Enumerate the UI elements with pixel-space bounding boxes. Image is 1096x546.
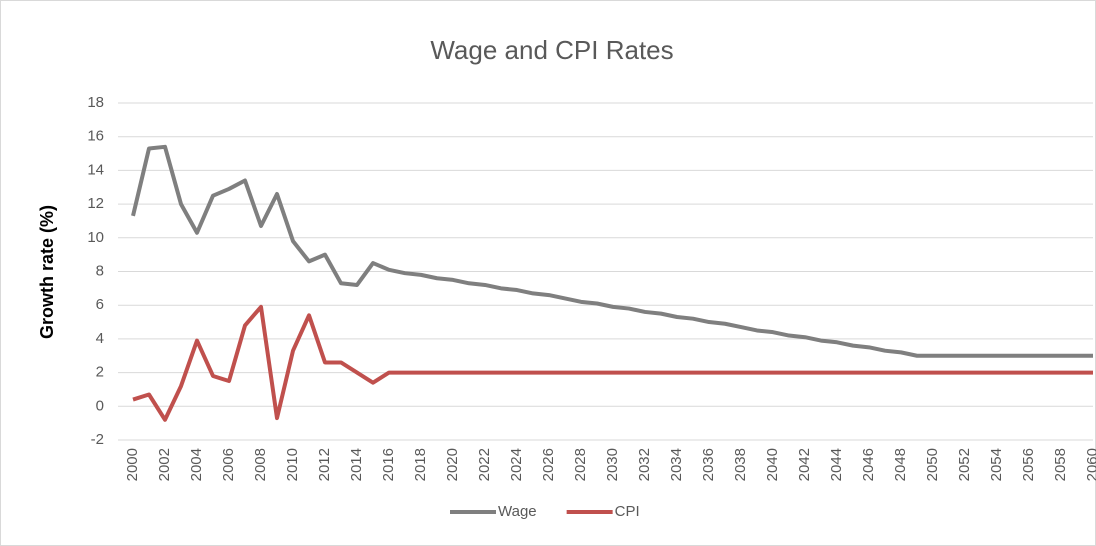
x-tick-label: 2048 xyxy=(892,448,909,481)
y-tick-label: 10 xyxy=(87,229,104,246)
x-tick-label: 2060 xyxy=(1084,448,1096,481)
x-tick-label: 2026 xyxy=(540,448,557,481)
x-tick-label: 2050 xyxy=(924,448,941,481)
legend-label: Wage xyxy=(498,503,537,520)
x-tick-label: 2024 xyxy=(508,448,525,481)
x-tick-label: 2002 xyxy=(156,448,173,481)
x-tick-label: 2010 xyxy=(284,448,301,481)
x-tick-label: 2044 xyxy=(828,448,845,481)
x-tick-label: 2042 xyxy=(796,448,813,481)
x-tick-label: 2016 xyxy=(380,448,397,481)
x-tick-label: 2054 xyxy=(988,448,1005,481)
x-tick-label: 2008 xyxy=(252,448,269,481)
y-tick-label: 8 xyxy=(96,262,104,279)
series-line xyxy=(131,144,1093,358)
x-tick-label: 2030 xyxy=(604,448,621,481)
x-tick-label: 2046 xyxy=(860,448,877,481)
x-tick-label: 2022 xyxy=(476,448,493,481)
x-tick-label: 2020 xyxy=(444,448,461,481)
y-tick-label: 0 xyxy=(96,397,104,414)
x-tick-label: 2012 xyxy=(316,448,333,481)
y-tick-label: 2 xyxy=(96,364,104,381)
x-tick-label: 2034 xyxy=(668,448,685,481)
x-tick-label: 2004 xyxy=(188,448,205,481)
x-tick-label: 2058 xyxy=(1052,448,1069,481)
x-tick-label: 2052 xyxy=(956,448,973,481)
x-tick-label: 2032 xyxy=(636,448,653,481)
series-line xyxy=(132,304,1093,422)
x-tick-label: 2056 xyxy=(1020,448,1037,481)
legend-label: CPI xyxy=(615,503,640,520)
y-tick-label: 4 xyxy=(96,330,104,347)
x-tick-label: 2028 xyxy=(572,448,589,481)
x-tick-label: 2018 xyxy=(412,448,429,481)
y-tick-label: 16 xyxy=(87,128,104,145)
x-tick-label: 2014 xyxy=(348,448,365,481)
y-tick-label: 18 xyxy=(87,94,104,111)
y-tick-label: 14 xyxy=(87,161,104,178)
x-tick-label: 2040 xyxy=(764,448,781,481)
x-tick-label: 2006 xyxy=(220,448,237,481)
x-tick-label: 2038 xyxy=(732,448,749,481)
y-axis-label: Growth rate (%) xyxy=(37,205,57,339)
x-tick-label: 2000 xyxy=(124,448,141,481)
y-tick-label: 6 xyxy=(96,296,104,313)
chart-title: Wage and CPI Rates xyxy=(430,35,673,65)
x-tick-label: 2036 xyxy=(700,448,717,481)
y-tick-label: 12 xyxy=(87,195,104,212)
y-tick-label: -2 xyxy=(91,431,104,448)
